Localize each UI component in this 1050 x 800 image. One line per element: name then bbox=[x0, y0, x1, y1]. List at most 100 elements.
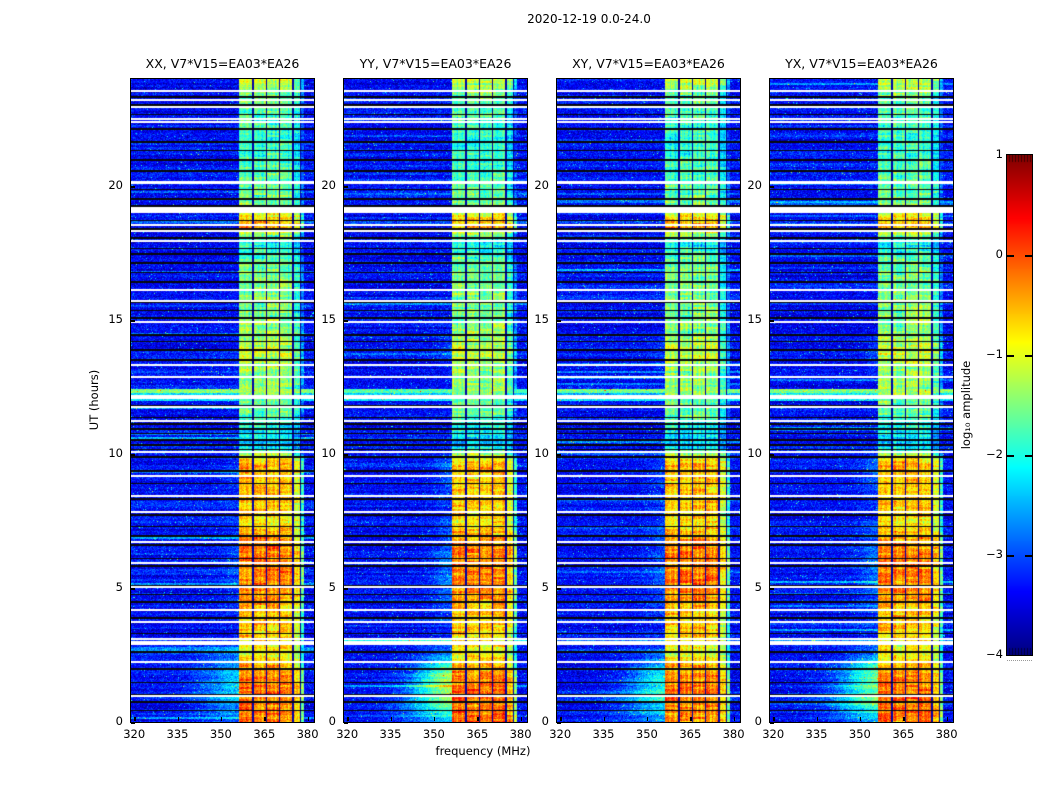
x-axis-label: frequency (MHz) bbox=[435, 744, 531, 758]
y-tick-mark bbox=[344, 186, 348, 188]
y-tick-mark bbox=[344, 722, 348, 724]
y-tick-mark bbox=[770, 722, 774, 724]
colorbar-tick-label: −4 bbox=[986, 647, 1003, 661]
y-tick-label: 5 bbox=[754, 580, 762, 594]
y-tick-label: 10 bbox=[747, 446, 762, 461]
x-tick-label: 320 bbox=[762, 727, 785, 741]
colorbar-tick-label: −2 bbox=[986, 447, 1003, 461]
y-tick-label: 0 bbox=[754, 714, 762, 728]
y-tick-mark bbox=[344, 454, 348, 456]
y-tick-label: 0 bbox=[115, 714, 123, 728]
spectrogram-canvas-xx bbox=[131, 79, 314, 722]
y-tick-label: 10 bbox=[108, 446, 123, 461]
y-tick-mark bbox=[557, 722, 561, 724]
y-tick-label: 0 bbox=[541, 714, 549, 728]
x-tick-label: 380 bbox=[296, 727, 319, 741]
x-tick-mark bbox=[177, 717, 179, 721]
y-tick-mark bbox=[557, 454, 561, 456]
y-tick-mark bbox=[131, 320, 135, 322]
spectrogram-canvas-yy bbox=[344, 79, 527, 722]
x-tick-mark bbox=[733, 717, 736, 721]
x-tick-label: 380 bbox=[935, 727, 958, 741]
x-tick-label: 365 bbox=[892, 727, 915, 741]
x-tick-mark bbox=[390, 717, 392, 721]
x-tick-mark bbox=[477, 717, 479, 721]
y-tick-mark bbox=[770, 320, 774, 322]
y-tick-mark bbox=[770, 186, 774, 188]
x-tick-mark bbox=[264, 717, 266, 721]
x-tick-label: 380 bbox=[509, 727, 532, 741]
panel-title-yx: YX, V7*V15=EA03*EA26 bbox=[785, 56, 938, 71]
colorbar-tick-label: 1 bbox=[995, 147, 1003, 161]
y-tick-label: 5 bbox=[541, 580, 549, 594]
colorbar-tick-mark bbox=[1025, 455, 1032, 457]
spectrogram-canvas-xy bbox=[557, 79, 740, 722]
y-tick-label: 5 bbox=[115, 580, 123, 594]
y-tick-label: 20 bbox=[321, 178, 336, 193]
panel-title-yy: YY, V7*V15=EA03*EA26 bbox=[359, 56, 512, 71]
x-tick-label: 365 bbox=[466, 727, 489, 741]
colorbar-tick-mark bbox=[1025, 555, 1032, 557]
colorbar-tick-mark bbox=[1025, 355, 1032, 357]
x-tick-label: 350 bbox=[422, 727, 445, 741]
y-tick-mark bbox=[131, 588, 135, 590]
x-tick-label: 320 bbox=[549, 727, 572, 741]
y-tick-mark bbox=[557, 186, 561, 188]
y-tick-label: 15 bbox=[747, 312, 762, 327]
y-tick-label: 10 bbox=[534, 446, 549, 461]
colorbar-frame bbox=[1006, 154, 1033, 656]
y-tick-label: 15 bbox=[108, 312, 123, 327]
y-tick-mark bbox=[131, 722, 135, 724]
colorbar-tick-label: 0 bbox=[995, 247, 1003, 261]
spectrogram-frame bbox=[343, 78, 528, 723]
y-tick-mark bbox=[131, 186, 135, 188]
x-tick-label: 365 bbox=[253, 727, 276, 741]
x-tick-label: 350 bbox=[848, 727, 871, 741]
x-tick-mark bbox=[520, 717, 523, 721]
y-tick-label: 20 bbox=[534, 178, 549, 193]
x-tick-mark bbox=[603, 717, 605, 721]
y-tick-label: 10 bbox=[321, 446, 336, 461]
y-tick-mark bbox=[770, 588, 774, 590]
y-tick-label: 15 bbox=[534, 312, 549, 327]
spectrogram-frame bbox=[769, 78, 954, 723]
x-tick-mark bbox=[433, 717, 436, 721]
x-tick-label: 320 bbox=[123, 727, 146, 741]
x-tick-mark bbox=[560, 717, 562, 721]
x-tick-mark bbox=[690, 717, 692, 721]
y-tick-mark bbox=[770, 454, 774, 456]
x-tick-mark bbox=[347, 717, 349, 721]
y-tick-label: 5 bbox=[328, 580, 336, 594]
x-tick-mark bbox=[307, 717, 310, 721]
y-tick-label: 20 bbox=[108, 178, 123, 193]
y-tick-mark bbox=[344, 588, 348, 590]
x-tick-mark bbox=[903, 717, 905, 721]
y-tick-mark bbox=[557, 588, 561, 590]
x-tick-label: 365 bbox=[679, 727, 702, 741]
x-tick-label: 335 bbox=[805, 727, 828, 741]
x-tick-mark bbox=[134, 717, 136, 721]
colorbar-tick-mark bbox=[1007, 555, 1014, 557]
x-tick-mark bbox=[816, 717, 818, 721]
y-tick-label: 0 bbox=[328, 714, 336, 728]
y-tick-mark bbox=[131, 454, 135, 456]
x-tick-label: 335 bbox=[379, 727, 402, 741]
panel-title-xy: XY, V7*V15=EA03*EA26 bbox=[572, 56, 725, 71]
y-tick-label: 15 bbox=[321, 312, 336, 327]
x-tick-label: 380 bbox=[722, 727, 745, 741]
colorbar-tick-mark bbox=[1007, 355, 1014, 357]
colorbar-tick-mark bbox=[1007, 455, 1014, 457]
colorbar-tick-label: −3 bbox=[986, 547, 1003, 561]
spectrogram-frame bbox=[556, 78, 741, 723]
y-tick-mark bbox=[557, 320, 561, 322]
figure-title: 2020-12-19 0.0-24.0 bbox=[527, 12, 651, 26]
x-tick-mark bbox=[946, 717, 949, 721]
x-tick-mark bbox=[220, 717, 223, 721]
x-tick-mark bbox=[859, 717, 862, 721]
colorbar-tick-label: −1 bbox=[986, 347, 1003, 361]
spectrogram-canvas-yx bbox=[770, 79, 953, 722]
spectrogram-frame bbox=[130, 78, 315, 723]
y-axis-label: UT (hours) bbox=[87, 369, 101, 431]
x-tick-mark bbox=[773, 717, 775, 721]
